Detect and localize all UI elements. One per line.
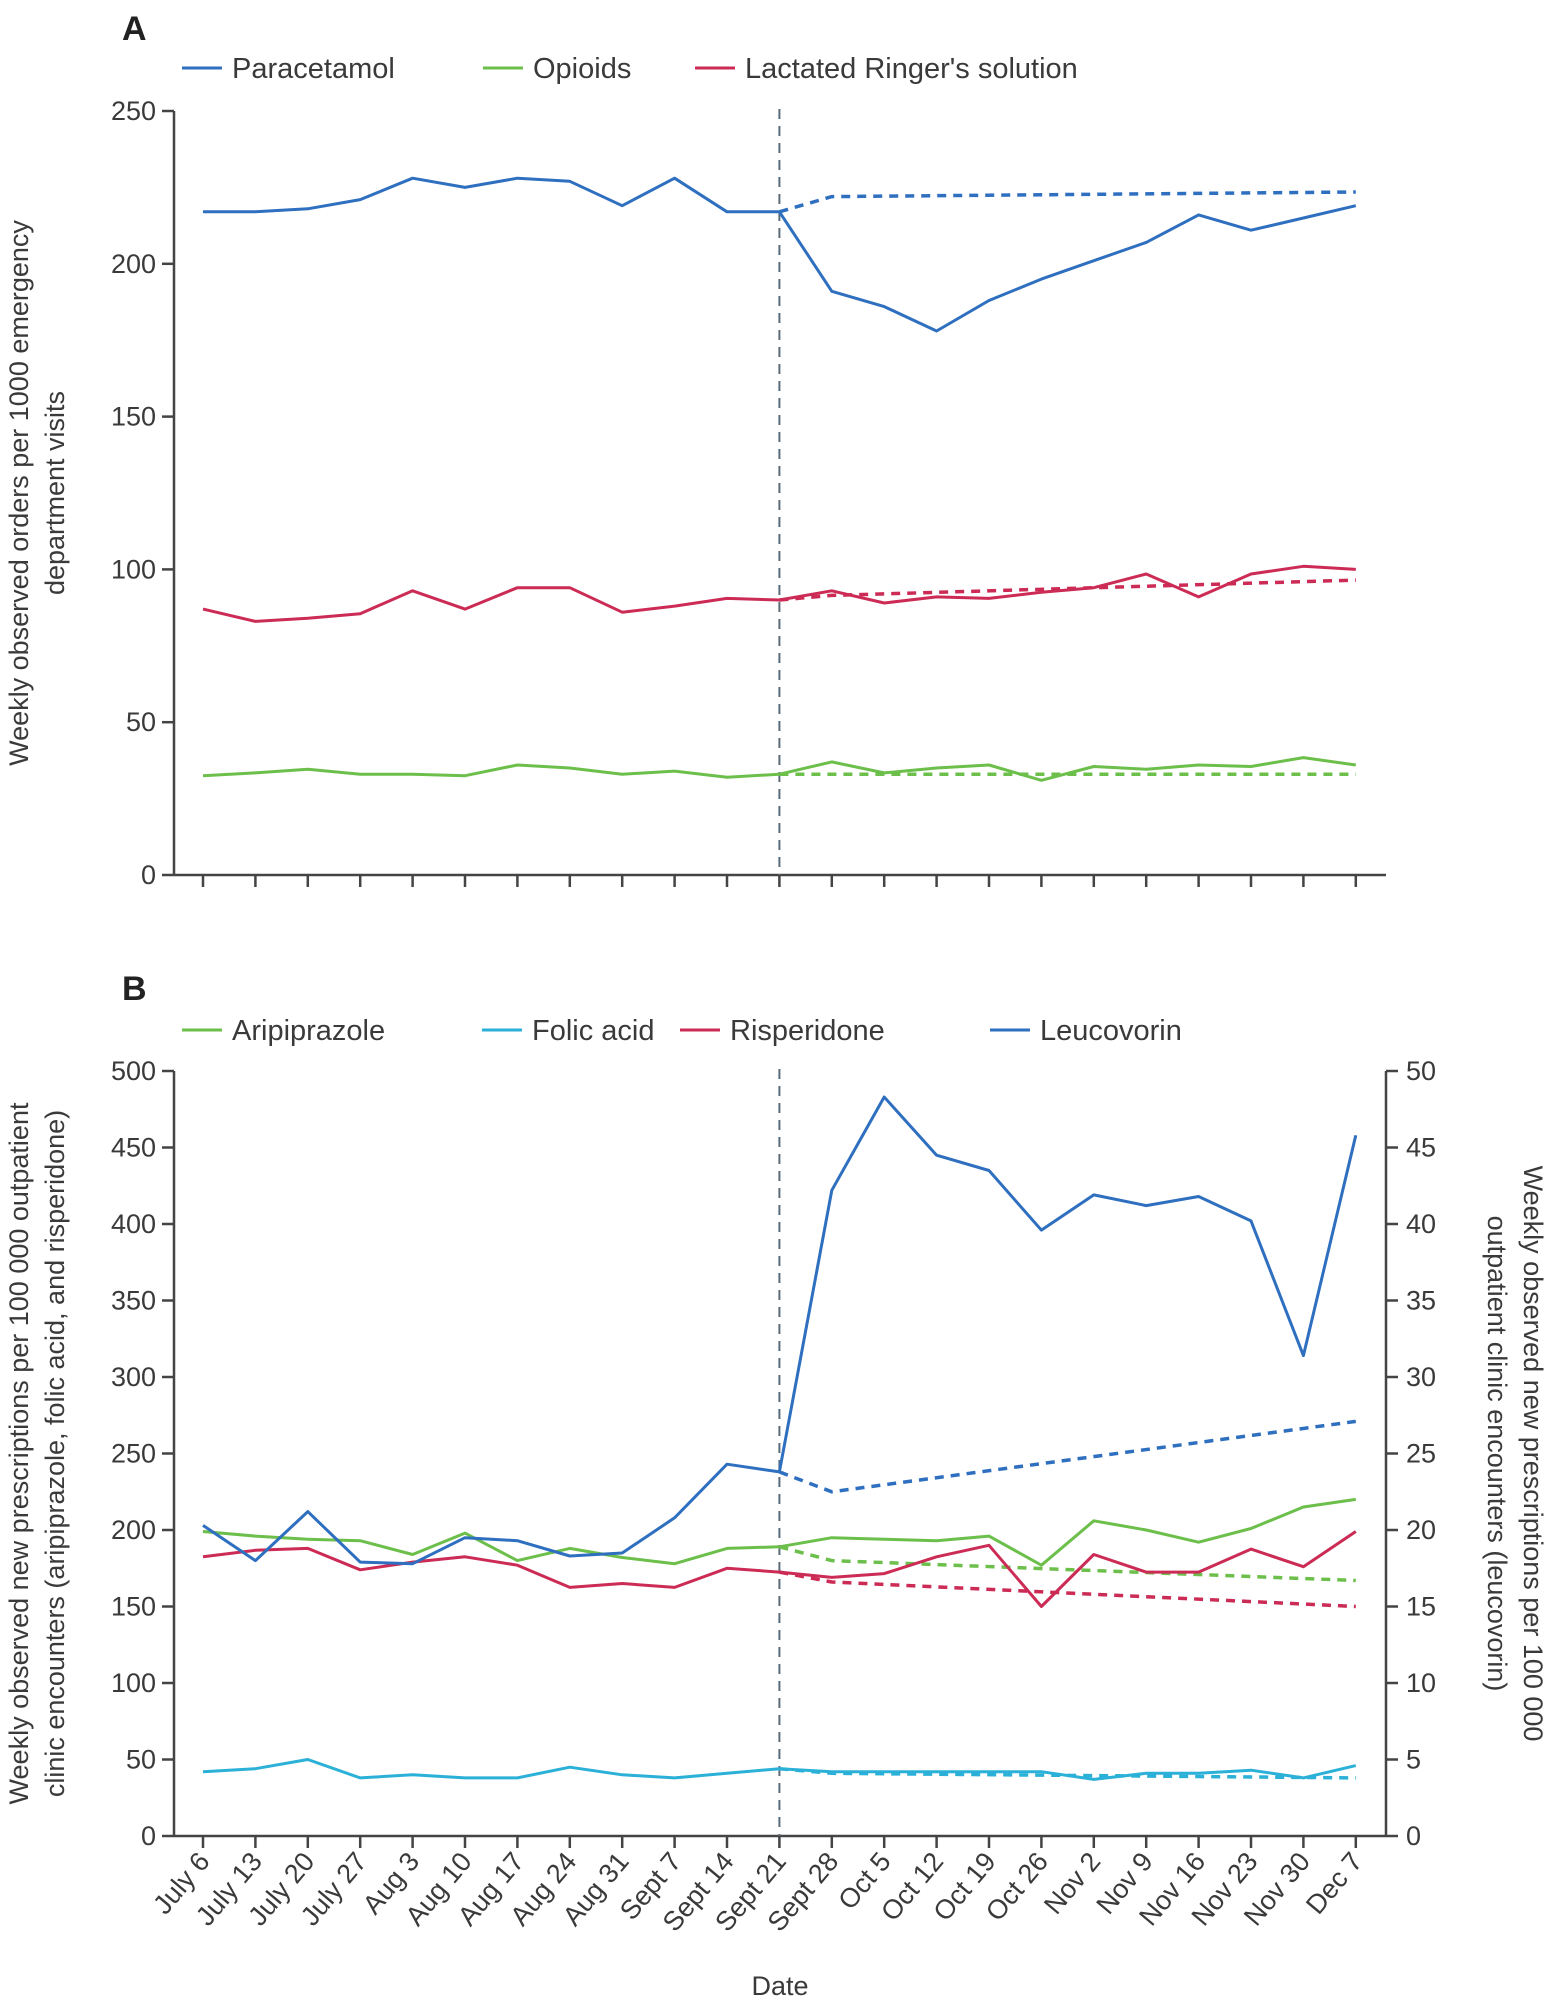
y-right-tick-label: 45 bbox=[1406, 1133, 1436, 1163]
counterfactual-paracetamol bbox=[778, 190, 1356, 214]
y-axis-title-line: department visits bbox=[40, 391, 70, 595]
y-right-tick-label: 10 bbox=[1406, 1668, 1436, 1698]
legend-label: Opioids bbox=[533, 53, 631, 85]
y-axis-title-line: clinic encounters (aripiprazole, folic a… bbox=[40, 1110, 70, 1797]
panel-a: A Paracetamol Opioids Lactated Ringer's sol… bbox=[4, 10, 1386, 890]
y-axis-title-line: Weekly observed orders per 1000 emergenc… bbox=[4, 220, 34, 766]
y-tick-label: 0 bbox=[141, 1821, 156, 1851]
y-right-axis-title-line: Weekly observed new prescriptions per 10… bbox=[1518, 1166, 1548, 1742]
y-tick-label: 400 bbox=[111, 1209, 156, 1239]
legend-label: Lactated Ringer's solution bbox=[745, 53, 1078, 85]
y-tick-label: 100 bbox=[111, 1668, 156, 1698]
counterfactual-leucovorin bbox=[778, 1419, 1357, 1494]
x-tick-label: Dec 7 bbox=[1300, 1847, 1368, 1920]
y-tick-label: 250 bbox=[111, 96, 156, 126]
counterfactual-aripiprazole bbox=[778, 1545, 1356, 1583]
y-tick-label: 250 bbox=[111, 1439, 156, 1469]
y-right-axis-title-line: outpatient clinic encounters (leucovorin… bbox=[1482, 1216, 1512, 1692]
y-right-tick-label: 15 bbox=[1406, 1592, 1436, 1622]
y-right-tick-label: 0 bbox=[1406, 1821, 1421, 1851]
y-right-tick-label: 5 bbox=[1406, 1745, 1421, 1775]
legend-label: Folic acid bbox=[532, 1015, 655, 1047]
y-right-tick-label: 30 bbox=[1406, 1362, 1436, 1392]
panel-label: B bbox=[122, 970, 147, 1008]
legend-label: Risperidone bbox=[730, 1015, 885, 1047]
y-right-tick-label: 50 bbox=[1406, 1056, 1436, 1086]
panel-b: B Aripiprazole Folic acid Risperidone Leucov… bbox=[4, 970, 1548, 2000]
y-tick-label: 50 bbox=[126, 1745, 156, 1775]
y-tick-label: 50 bbox=[126, 707, 156, 737]
y-right-tick-label: 40 bbox=[1406, 1209, 1436, 1239]
y-axis-title-line: Weekly observed new prescriptions per 10… bbox=[4, 1102, 34, 1804]
y-tick-label: 300 bbox=[111, 1362, 156, 1392]
counterfactual-lactated-ringer-s-solution bbox=[779, 578, 1356, 602]
y-tick-label: 150 bbox=[111, 402, 156, 432]
panel-label: A bbox=[122, 10, 147, 48]
legend-label: Aripiprazole bbox=[232, 1015, 385, 1047]
y-tick-label: 200 bbox=[111, 249, 156, 279]
y-tick-label: 500 bbox=[111, 1056, 156, 1086]
y-right-tick-label: 25 bbox=[1406, 1439, 1436, 1469]
x-axis-title: Date bbox=[751, 1971, 808, 2000]
y-right-tick-label: 20 bbox=[1406, 1515, 1436, 1545]
legend-label: Paracetamol bbox=[232, 53, 395, 85]
x-tick-label: Nov 2 bbox=[1038, 1847, 1106, 1920]
y-right-axis-title: Weekly observed new prescriptions per 10… bbox=[1482, 1166, 1548, 1742]
y-tick-label: 0 bbox=[141, 860, 156, 890]
legend-label: Leucovorin bbox=[1040, 1015, 1182, 1047]
y-axis-title: Weekly observed new prescriptions per 10… bbox=[4, 1102, 70, 1804]
y-tick-label: 200 bbox=[111, 1515, 156, 1545]
counterfactual-risperidone bbox=[779, 1570, 1356, 1609]
y-tick-label: 150 bbox=[111, 1592, 156, 1622]
y-tick-label: 100 bbox=[111, 554, 156, 584]
y-axis-title: Weekly observed orders per 1000 emergenc… bbox=[4, 220, 70, 766]
y-tick-label: 350 bbox=[111, 1286, 156, 1316]
y-tick-label: 450 bbox=[111, 1133, 156, 1163]
y-right-tick-label: 35 bbox=[1406, 1286, 1436, 1316]
